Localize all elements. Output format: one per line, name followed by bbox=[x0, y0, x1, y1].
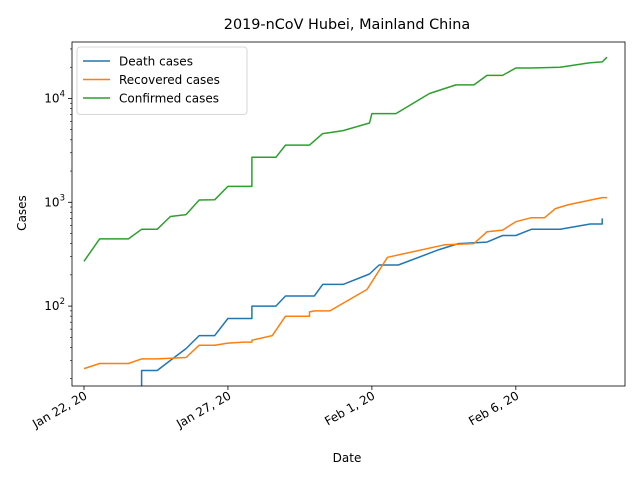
legend: Death cases Recovered cases Confirmed case… bbox=[76, 46, 248, 115]
legend-label: Death cases bbox=[119, 55, 193, 69]
x-tick-label: Feb 6, 20 bbox=[466, 388, 521, 428]
legend-label: Recovered cases bbox=[119, 73, 220, 87]
series-line-2 bbox=[83, 56, 608, 262]
chart-title: 2019-nCoV Hubei, Mainland China bbox=[224, 17, 470, 33]
legend-box bbox=[76, 46, 248, 115]
y-axis-title: Cases bbox=[15, 195, 29, 231]
x-tick-label: Jan 27, 20 bbox=[173, 388, 233, 431]
x-axis: Jan 22, 20 Jan 27, 20 Feb 1, 20 Feb 6, 20 bbox=[29, 386, 521, 431]
x-tick-label: Feb 1, 20 bbox=[322, 388, 377, 428]
x-axis-title: Date bbox=[333, 451, 362, 465]
y-tick-label: 103 bbox=[44, 193, 65, 209]
series-line-0 bbox=[140, 218, 603, 386]
plot-frame bbox=[71, 41, 626, 387]
plot-lines bbox=[83, 56, 608, 386]
x-tick-label: Jan 22, 20 bbox=[29, 388, 89, 431]
legend-label: Confirmed cases bbox=[119, 92, 219, 106]
y-axis: 102 103 104 bbox=[44, 48, 72, 379]
y-tick-label: 104 bbox=[44, 89, 65, 105]
series-line-1 bbox=[83, 196, 607, 370]
y-tick-label: 102 bbox=[44, 297, 65, 313]
